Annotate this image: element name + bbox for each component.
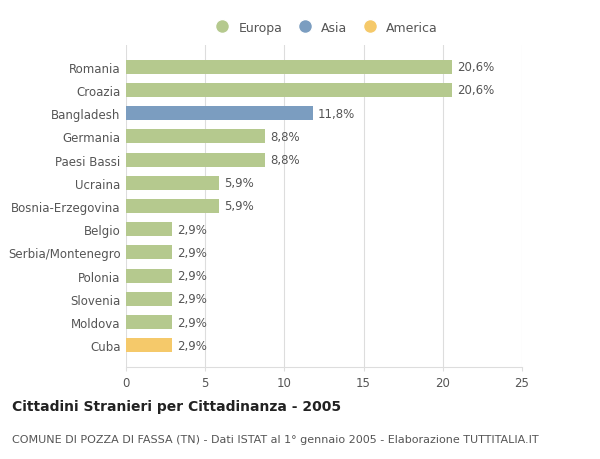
Text: 5,9%: 5,9%: [224, 200, 254, 213]
Text: 20,6%: 20,6%: [457, 84, 494, 97]
Text: 5,9%: 5,9%: [224, 177, 254, 190]
Bar: [126, 339, 172, 353]
Text: COMUNE DI POZZA DI FASSA (TN) - Dati ISTAT al 1° gennaio 2005 - Elaborazione TUT: COMUNE DI POZZA DI FASSA (TN) - Dati IST…: [12, 434, 539, 444]
Text: 8,8%: 8,8%: [270, 130, 300, 144]
Text: 8,8%: 8,8%: [270, 154, 300, 167]
Bar: [126, 153, 265, 167]
Bar: [126, 107, 313, 121]
Text: Cittadini Stranieri per Cittadinanza - 2005: Cittadini Stranieri per Cittadinanza - 2…: [12, 399, 341, 413]
Text: 11,8%: 11,8%: [317, 107, 355, 120]
Bar: [126, 61, 452, 74]
Text: 2,9%: 2,9%: [176, 246, 206, 259]
Text: 2,9%: 2,9%: [176, 316, 206, 329]
Legend: Europa, Asia, America: Europa, Asia, America: [205, 17, 443, 40]
Text: 2,9%: 2,9%: [176, 293, 206, 306]
Bar: [126, 176, 220, 190]
Bar: [126, 223, 172, 237]
Text: 2,9%: 2,9%: [176, 223, 206, 236]
Bar: [126, 292, 172, 306]
Bar: [126, 84, 452, 98]
Text: 2,9%: 2,9%: [176, 269, 206, 283]
Bar: [126, 200, 220, 213]
Bar: [126, 130, 265, 144]
Bar: [126, 269, 172, 283]
Text: 2,9%: 2,9%: [176, 339, 206, 352]
Text: 20,6%: 20,6%: [457, 61, 494, 74]
Bar: [126, 246, 172, 260]
Bar: [126, 315, 172, 330]
